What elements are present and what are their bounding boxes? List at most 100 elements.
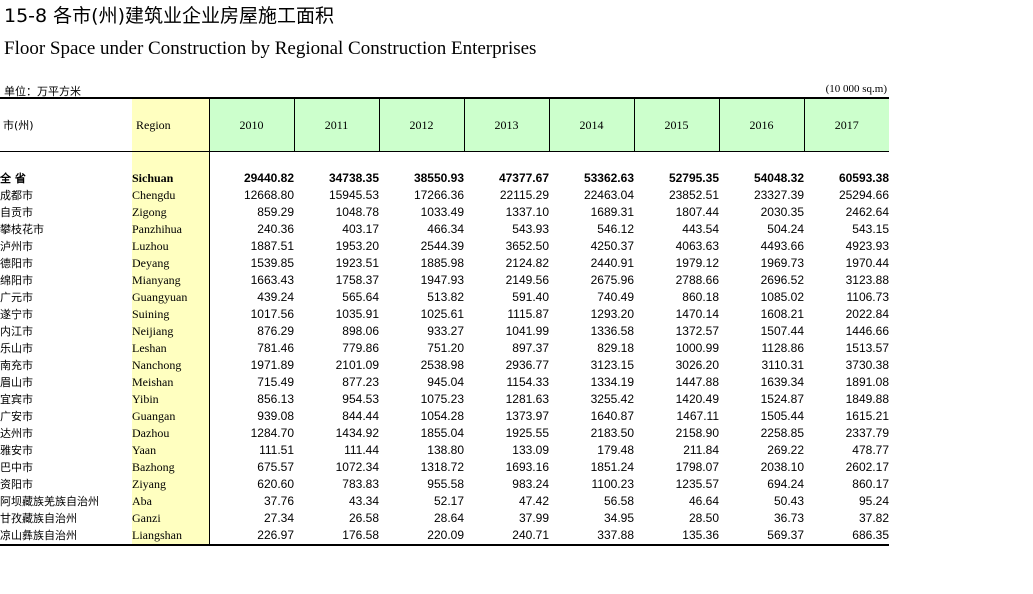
region-name-en: Liangshan: [132, 527, 210, 546]
value-cell: 46.64: [688, 494, 719, 508]
value-cell: 34.95: [603, 511, 634, 525]
value-cell: 740.49: [597, 290, 634, 304]
value-cell: 12668.80: [243, 188, 294, 202]
value-cell: 2183.50: [590, 426, 634, 440]
value-cell: 2030.35: [760, 205, 804, 219]
value-cell: 859.29: [257, 205, 294, 219]
value-cell: 686.35: [804, 527, 889, 546]
value-cell: 2602.17: [845, 460, 889, 474]
value-cell: 3123.88: [845, 273, 889, 287]
value-cell: 43.34: [348, 494, 379, 508]
value-cell: 1284.70: [250, 426, 294, 440]
value-cell: 829.18: [597, 341, 634, 355]
value-cell: 2038.10: [760, 460, 804, 474]
region-name-en: Guangyuan: [132, 289, 210, 306]
region-name-en: Sichuan: [132, 170, 210, 187]
value-cell: 954.53: [342, 392, 379, 406]
value-cell: 1505.44: [760, 409, 804, 423]
region-name-cn: 内江市: [0, 325, 33, 338]
value-cell: 439.24: [257, 290, 294, 304]
value-cell: 176.58: [294, 527, 379, 546]
value-cell: 47377.67: [498, 171, 549, 185]
value-cell: 27.34: [263, 511, 294, 525]
table-row: 乐山市 Leshan 781.46 779.86 751.20 897.37 829.18 1…: [0, 340, 889, 357]
value-cell: 1885.98: [420, 256, 464, 270]
region-name-en: Guangan: [132, 408, 210, 425]
value-cell: 675.57: [257, 460, 294, 474]
table-row: 自贡市 Zigong 859.29 1048.78 1033.49 1337.10 1689…: [0, 204, 889, 221]
region-name-en: Meishan: [132, 374, 210, 391]
value-cell: 569.37: [719, 527, 804, 546]
value-cell: 546.12: [597, 222, 634, 236]
value-cell: 715.49: [257, 375, 294, 389]
value-cell: 60593.38: [838, 171, 889, 185]
value-cell: 1969.73: [760, 256, 804, 270]
value-cell: 1758.37: [335, 273, 379, 287]
region-name-en: Mianyang: [132, 272, 210, 289]
table-row: 宜宾市 Yibin 856.13 954.53 1075.23 1281.63 3255.4…: [0, 391, 889, 408]
value-cell: 4923.93: [845, 239, 889, 253]
table-row: 内江市 Neijiang 876.29 898.06 933.27 1041.99 1336…: [0, 323, 889, 340]
value-cell: 38550.93: [413, 171, 464, 185]
table-row: 泸州市 Luzhou 1887.51 1953.20 2544.39 3652.50 425…: [0, 238, 889, 255]
value-cell: 1447.88: [675, 375, 719, 389]
value-cell: 1947.93: [420, 273, 464, 287]
value-cell: 3123.15: [590, 358, 634, 372]
header-region-en: Region: [132, 97, 210, 152]
value-cell: 403.17: [342, 222, 379, 236]
value-cell: 543.93: [512, 222, 549, 236]
table-row: 南充市 Nanchong 1971.89 2101.09 2538.98 2936.77 3…: [0, 357, 889, 374]
value-cell: 3026.20: [675, 358, 719, 372]
region-name-cn: 凉山彝族自治州: [0, 527, 132, 546]
region-name-en: Neijiang: [132, 323, 210, 340]
value-cell: 1035.91: [335, 307, 379, 321]
value-cell: 856.13: [257, 392, 294, 406]
region-name-cn: 德阳市: [0, 257, 33, 270]
region-name-cn: 宜宾市: [0, 393, 33, 406]
value-cell: 220.09: [379, 527, 464, 546]
header-year: 2010: [208, 97, 294, 152]
value-cell: 751.20: [427, 341, 464, 355]
value-cell: 3652.50: [505, 239, 549, 253]
value-cell: 240.36: [257, 222, 294, 236]
value-cell: 1855.04: [420, 426, 464, 440]
value-cell: 37.76: [263, 494, 294, 508]
value-cell: 4063.63: [675, 239, 719, 253]
region-name-en: Ziyang: [132, 476, 210, 493]
value-cell: 1608.21: [760, 307, 804, 321]
value-cell: 1072.34: [335, 460, 379, 474]
value-cell: 781.46: [257, 341, 294, 355]
region-name-cn: 遂宁市: [0, 308, 33, 321]
value-cell: 95.24: [858, 494, 889, 508]
value-cell: 26.58: [348, 511, 379, 525]
value-cell: 513.82: [427, 290, 464, 304]
value-cell: 1106.73: [846, 290, 890, 304]
value-cell: 3730.38: [845, 358, 889, 372]
header-year: 2011: [293, 97, 379, 152]
value-cell: 1075.23: [420, 392, 464, 406]
header-year: 2016: [718, 97, 804, 152]
value-cell: 1615.21: [845, 409, 889, 423]
value-cell: 844.44: [342, 409, 379, 423]
header-year: 2015: [633, 97, 719, 152]
region-name-en: Deyang: [132, 255, 210, 272]
value-cell: 779.86: [342, 341, 379, 355]
value-cell: 1337.10: [505, 205, 549, 219]
value-cell: 22115.29: [499, 188, 549, 202]
value-cell: 3110.31: [761, 358, 805, 372]
value-cell: 56.58: [603, 494, 634, 508]
value-cell: 2440.91: [590, 256, 634, 270]
value-cell: 897.37: [512, 341, 549, 355]
value-cell: 860.17: [852, 477, 889, 491]
value-cell: 591.40: [512, 290, 549, 304]
unit-label-en: (10 000 sq.m): [825, 83, 887, 95]
region-name-cn: 阿坝藏族羌族自治州: [0, 495, 99, 508]
header-region-cn: 市(州): [0, 97, 132, 152]
value-cell: 1923.51: [335, 256, 379, 270]
value-cell: 52.17: [433, 494, 464, 508]
value-cell: 983.24: [512, 477, 549, 491]
value-cell: 466.34: [427, 222, 464, 236]
value-cell: 28.50: [688, 511, 719, 525]
table-row: 资阳市 Ziyang 620.60 783.83 955.58 983.24 1100.23…: [0, 476, 889, 493]
region-name-cn: 成都市: [0, 189, 33, 202]
